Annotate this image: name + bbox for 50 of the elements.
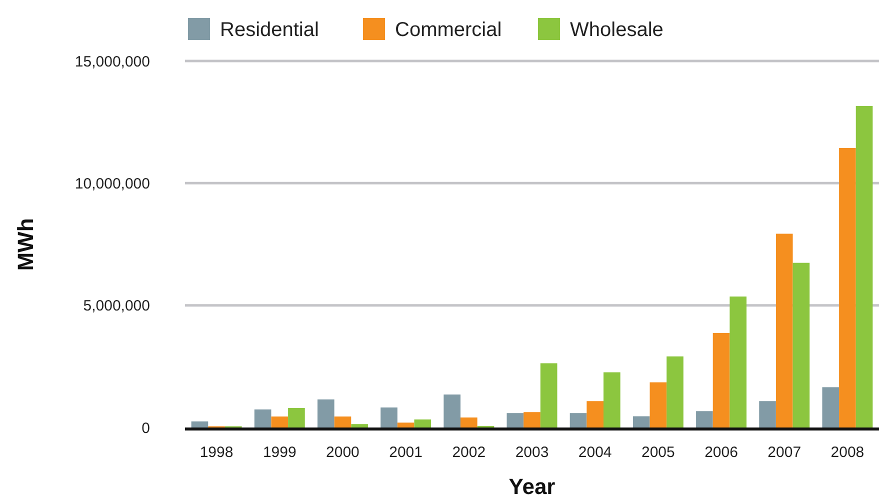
bar [650, 382, 667, 428]
bar [666, 356, 684, 428]
bar [759, 401, 776, 428]
bar [586, 401, 604, 428]
x-tick-label: 2006 [704, 444, 738, 461]
x-tick-label: 2004 [578, 444, 612, 461]
x-tick-label: 2005 [641, 444, 675, 461]
bar [604, 372, 620, 428]
bar [191, 421, 208, 428]
x-tick-label: 2007 [768, 444, 802, 461]
x-tick-label: 2008 [830, 444, 864, 461]
bar [712, 332, 730, 428]
bar [792, 262, 810, 428]
x-tick-label: 2000 [326, 444, 360, 461]
bar [540, 363, 558, 428]
y-tick-label: 5,000,000 [83, 298, 150, 315]
bar [570, 413, 587, 428]
x-tick-label: 2002 [452, 444, 486, 461]
legend-label: Commercial [395, 19, 502, 41]
bar [397, 422, 414, 428]
x-tick-label: 1999 [262, 444, 296, 461]
legend-label: Wholesale [570, 19, 664, 41]
bar [254, 409, 272, 428]
bar [460, 417, 478, 428]
x-tick-label: 2001 [389, 444, 423, 461]
bar [380, 407, 398, 428]
legend-label: Residential [220, 19, 319, 41]
x-axis-title: Year [508, 474, 556, 499]
bar [524, 412, 540, 428]
y-tick-label: 0 [142, 420, 150, 437]
bar [839, 148, 856, 428]
bar [632, 416, 650, 428]
x-tick-label: 1998 [200, 444, 234, 461]
y-tick-label: 10,000,000 [74, 175, 150, 192]
bar [730, 296, 747, 428]
bar [271, 416, 288, 428]
bar [444, 394, 460, 428]
y-tick-label: 15,000,000 [74, 53, 150, 70]
bar [414, 419, 432, 428]
bar [334, 416, 352, 428]
y-axis-title: MWh [13, 218, 38, 271]
bar [822, 387, 840, 428]
bar [856, 106, 873, 428]
bar [776, 234, 793, 428]
bar [696, 411, 713, 428]
x-tick-label: 2003 [515, 444, 549, 461]
bar [506, 413, 524, 428]
bar [351, 424, 368, 428]
bar [288, 408, 305, 428]
bar [317, 399, 334, 428]
